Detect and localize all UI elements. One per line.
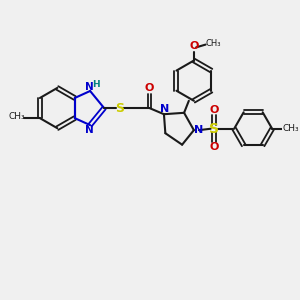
Text: O: O — [209, 142, 219, 152]
Text: CH₃: CH₃ — [283, 124, 299, 133]
Text: S: S — [209, 122, 219, 136]
Text: CH₃: CH₃ — [206, 39, 221, 48]
Text: S: S — [115, 102, 124, 115]
Text: N: N — [160, 104, 169, 115]
Text: H: H — [92, 80, 100, 88]
Text: O: O — [209, 105, 219, 115]
Text: CH₃: CH₃ — [8, 112, 25, 121]
Text: O: O — [190, 41, 199, 51]
Text: N: N — [85, 124, 94, 135]
Text: N: N — [85, 82, 94, 92]
Text: O: O — [144, 83, 154, 94]
Text: N: N — [194, 125, 203, 135]
